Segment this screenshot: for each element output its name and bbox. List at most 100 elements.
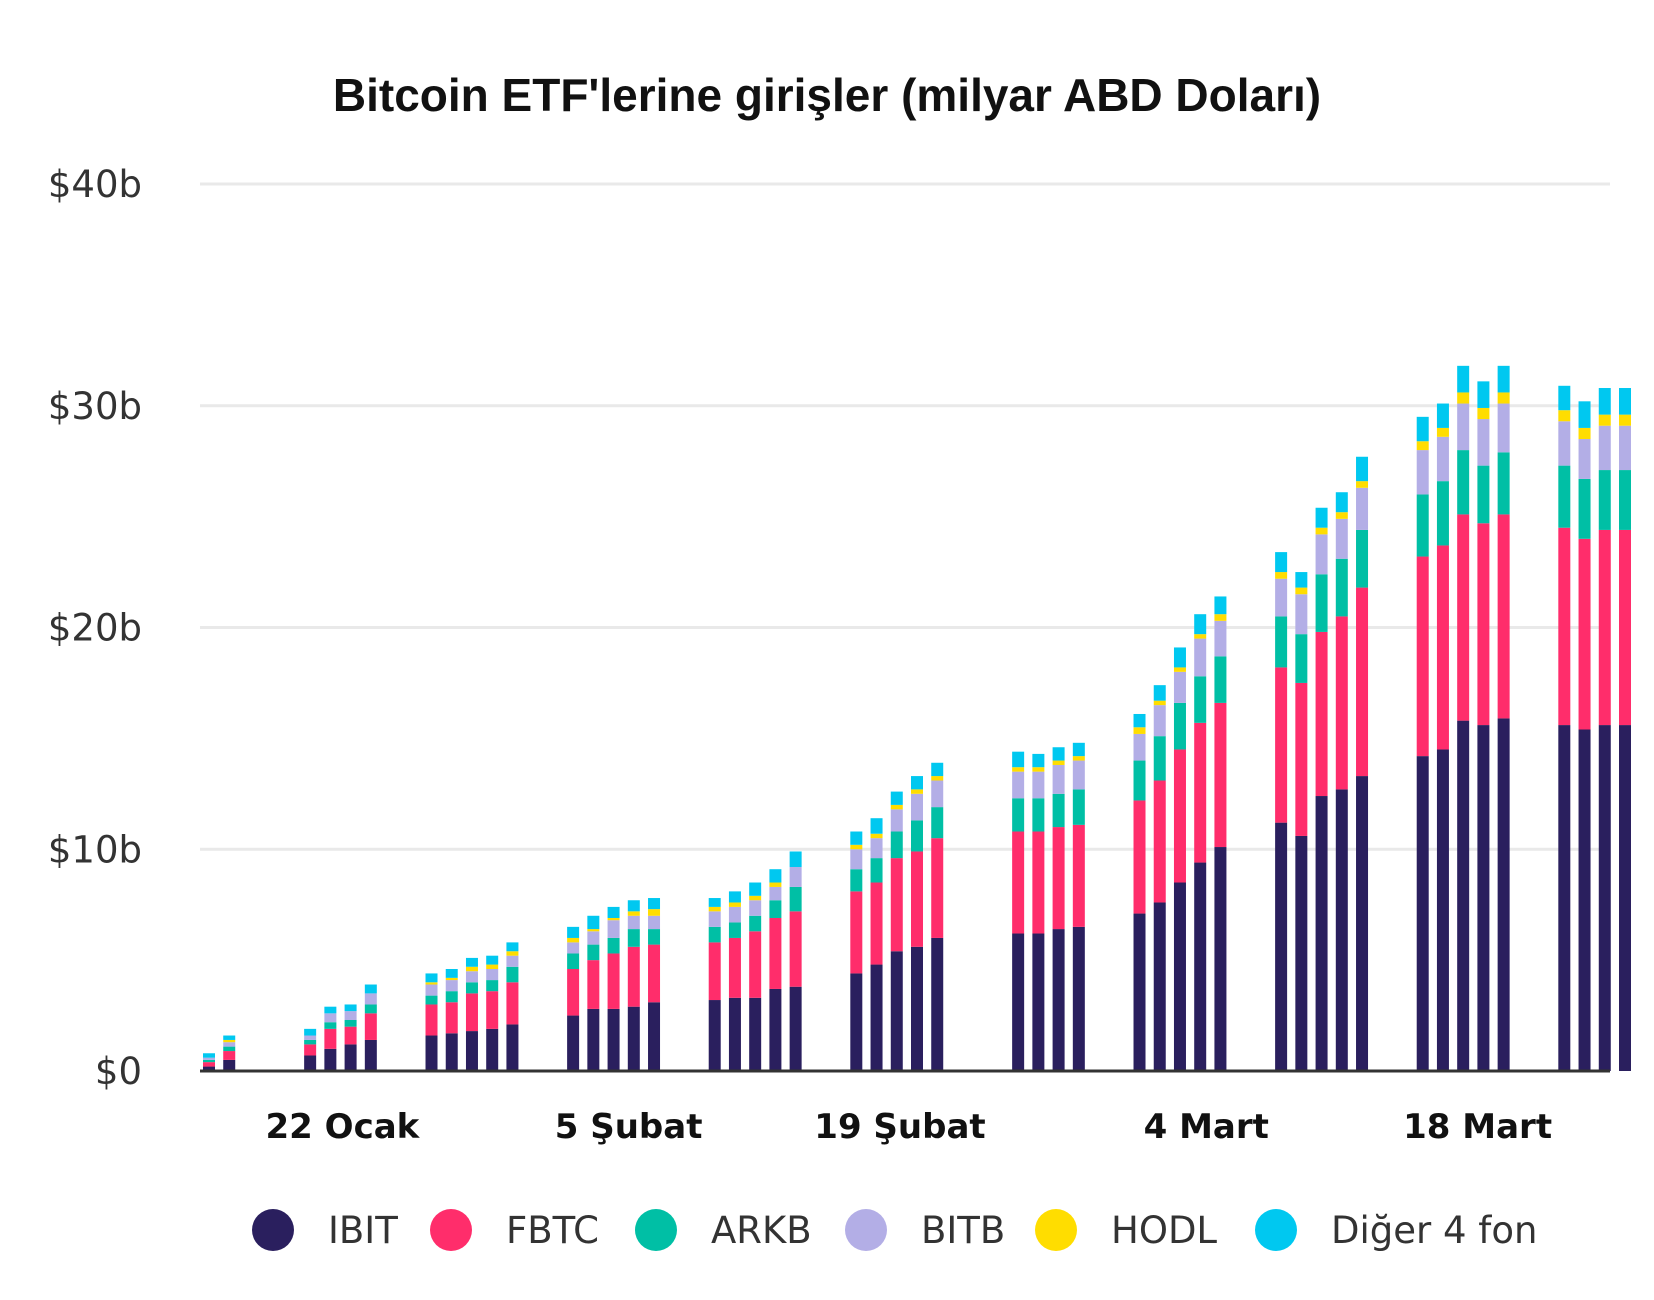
x-tick-label: 18 Mart [1403,1107,1552,1147]
bar-segment-fbtc [364,1013,377,1040]
bar-segment-bitb [607,920,620,938]
legend-swatch [1035,1209,1077,1251]
bar-segment-ibit [1032,933,1045,1071]
bar-segment-di-er-4-fon [567,926,580,938]
bar-segment-ibit [1072,926,1085,1071]
x-tick-label: 4 Mart [1144,1107,1269,1147]
bar-stack [567,926,580,1071]
bar-segment-fbtc [1194,722,1207,863]
bar-segment-ibit [203,1066,215,1071]
bar-segment-fbtc [1173,749,1186,883]
bar-segment-di-er-4-fon [769,869,782,883]
bar-segment-fbtc [465,993,478,1032]
bar-segment-arkb [223,1046,236,1052]
bar-segment-fbtc [587,960,600,1009]
bar-segment-arkb [1578,478,1591,539]
bar-stack [769,869,782,1071]
bar-segment-arkb [789,886,802,912]
bar-segment-di-er-4-fon [364,984,377,994]
legend: IBIT FBTC ARKB BITB HODL Diğer 4 fon [0,1195,1654,1265]
bar-segment-bitb [749,900,762,916]
bar-segment-fbtc [1275,667,1288,823]
bar-segment-fbtc [1416,556,1429,757]
bar-segment-arkb [1416,494,1429,557]
y-tick-label: $30b [48,385,142,428]
bar-segment-di-er-4-fon [203,1053,215,1058]
bar-segment-fbtc [769,917,782,989]
bar-segment-hodl [870,833,883,839]
bar-segment-arkb [607,937,620,954]
bar-segment-di-er-4-fon [1578,401,1591,428]
bar-segment-fbtc [567,968,580,1016]
legend-item: ARKB [635,1195,812,1265]
bar-stack [1194,614,1207,1071]
bar-segment-fbtc [223,1051,236,1060]
bar-stack [648,898,661,1071]
bar-segment-ibit [769,988,782,1071]
legend-item: Diğer 4 fon [1255,1195,1537,1265]
bar-segment-fbtc [1052,827,1065,930]
bar-segment-ibit [1578,729,1591,1071]
bar-segment-fbtc [1457,514,1470,721]
bar-segment-arkb [203,1059,215,1063]
bar-segment-ibit [324,1048,337,1071]
bar-segment-ibit [728,997,741,1071]
bar-segment-bitb [1275,578,1288,617]
bar-segment-ibit [465,1031,478,1071]
bar-segment-hodl [648,909,661,916]
bar-segment-arkb [1356,529,1369,588]
bar-segment-arkb [587,944,600,961]
bar-stack [1052,747,1065,1071]
bar-segment-hodl [1153,700,1166,706]
legend-label: FBTC [506,1208,599,1252]
bar-segment-di-er-4-fon [1173,647,1186,668]
bar-segment-hodl [607,917,620,921]
bar-segment-di-er-4-fon [1598,388,1611,415]
bar-stack [304,1028,317,1071]
bar-segment-bitb [890,809,903,832]
bar-segment-ibit [344,1044,357,1071]
bar-segment-fbtc [870,882,883,965]
bar-segment-di-er-4-fon [1275,552,1288,573]
bar-segment-di-er-4-fon [931,762,944,777]
bar-stack [850,831,863,1071]
bar-segment-arkb [1315,574,1328,632]
bar-segment-di-er-4-fon [1497,365,1510,393]
bar-segment-hodl [728,902,741,907]
bar-segment-hodl [1214,614,1227,621]
bar-segment-fbtc [607,953,620,1009]
legend-item: BITB [845,1195,1005,1265]
bar-segment-di-er-4-fon [1072,742,1085,757]
bar-segment-di-er-4-fon [1416,416,1429,442]
bar-segment-fbtc [203,1062,215,1067]
bar-segment-arkb [1477,465,1490,524]
bar-stack [1416,416,1429,1071]
bar-segment-hodl [1133,727,1146,734]
bar-segment-bitb [708,911,721,927]
bar-segment-hodl [1194,634,1207,639]
bar-segment-arkb [486,980,499,992]
bar-segment-hodl [506,951,519,956]
bar-stack [931,762,944,1071]
bar-segment-ibit [1315,796,1328,1071]
bar-segment-di-er-4-fon [1356,456,1369,482]
bar-segment-fbtc [425,1004,438,1036]
bar-segment-fbtc [1477,523,1490,726]
bar-segment-fbtc [1315,631,1328,797]
bar-segment-ibit [1436,749,1449,1071]
bar-segment-bitb [587,931,600,945]
bar-segment-di-er-4-fon [1133,713,1146,728]
bar-segment-hodl [769,882,782,887]
bar-segment-bitb [1356,487,1369,530]
bar-segment-di-er-4-fon [1295,572,1308,588]
bar-segment-fbtc [1497,514,1510,719]
bar-segment-hodl [1072,756,1085,761]
bar-segment-arkb [728,922,741,938]
y-tick-label: $20b [48,607,142,650]
bar-segment-bitb [769,886,782,901]
legend-label: BITB [921,1208,1006,1252]
bar-segment-ibit [607,1008,620,1071]
bar-segment-ibit [364,1039,377,1071]
bar-segment-ibit [870,964,883,1071]
chart-title: Bitcoin ETF'lerine girişler (milyar ABD … [332,69,1322,121]
